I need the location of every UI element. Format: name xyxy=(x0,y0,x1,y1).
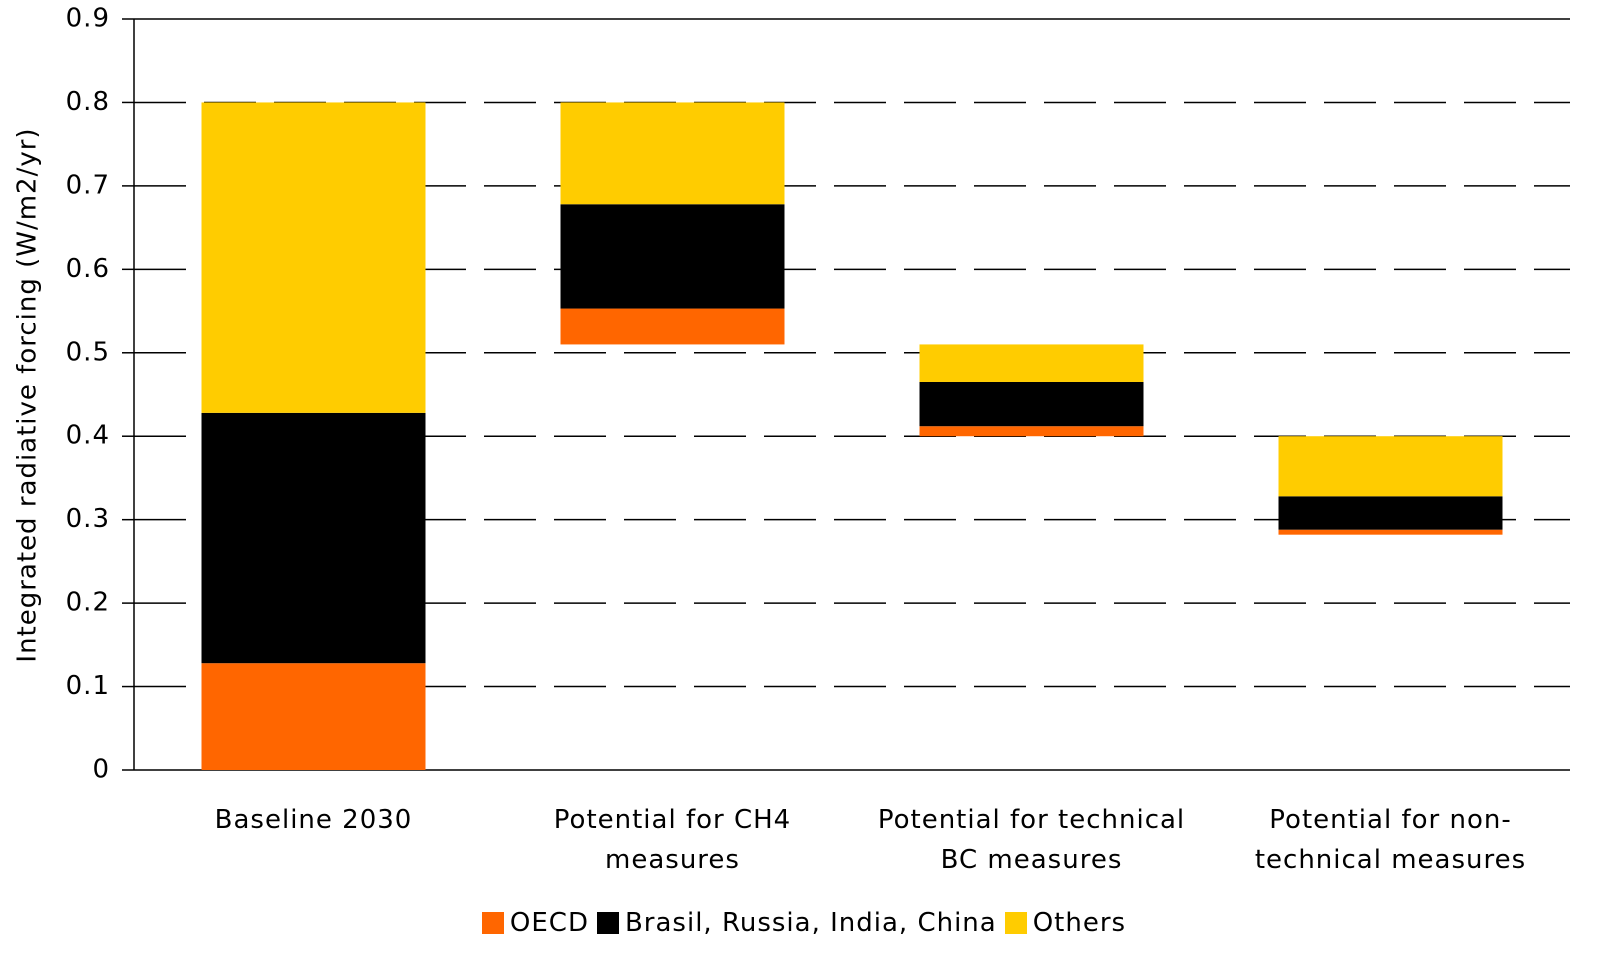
bar-segment xyxy=(560,308,785,345)
legend-item: OECD xyxy=(481,908,589,938)
x-tick-label: Potential for CH4 measures xyxy=(553,805,792,875)
y-tick-label: 0.8 xyxy=(66,87,110,117)
y-tick-label: 0.1 xyxy=(66,671,110,701)
bar-segment xyxy=(919,426,1144,437)
bar-segment xyxy=(560,102,785,205)
y-tick-label: 0.2 xyxy=(66,588,110,618)
legend-item: Others xyxy=(1004,908,1127,938)
y-tick-label: 0 xyxy=(92,755,110,785)
bar-segment xyxy=(1278,436,1503,497)
legend-item: Brasil, Russia, India, China xyxy=(596,908,997,938)
bar-segment xyxy=(919,381,1144,427)
legend-label: OECD xyxy=(509,908,589,938)
y-tick-label: 0.9 xyxy=(66,4,110,34)
legend-label: Brasil, Russia, India, China xyxy=(624,908,997,938)
bar-segment xyxy=(1278,496,1503,530)
legend-label: Others xyxy=(1032,908,1127,938)
y-tick-label: 0.6 xyxy=(66,254,110,284)
x-tick-label: Potential for technical BC measures xyxy=(877,805,1186,875)
bar-segment xyxy=(1278,529,1503,535)
y-tick-label: 0.5 xyxy=(66,337,110,367)
bar-segment xyxy=(560,204,785,309)
legend-swatch xyxy=(1004,912,1027,934)
x-tick-label: Baseline 2030 xyxy=(214,805,413,835)
bar-segment xyxy=(201,412,426,664)
legend-swatch xyxy=(596,912,619,934)
y-tick-label: 0.7 xyxy=(66,170,110,200)
y-tick-label: 0.4 xyxy=(66,421,110,451)
bar-segment xyxy=(201,102,426,413)
bar-segment xyxy=(201,663,426,770)
y-axis-label: Integrated radiative forcing (W/m2/yr) xyxy=(13,127,43,662)
legend: OECD Brasil, Russia, India, China Others xyxy=(0,908,1608,938)
y-tick-label: 0.3 xyxy=(66,504,110,534)
bar-segment xyxy=(919,344,1144,382)
x-tick-label: Potential for non-technical measures xyxy=(1254,805,1527,875)
legend-swatch xyxy=(481,912,504,934)
